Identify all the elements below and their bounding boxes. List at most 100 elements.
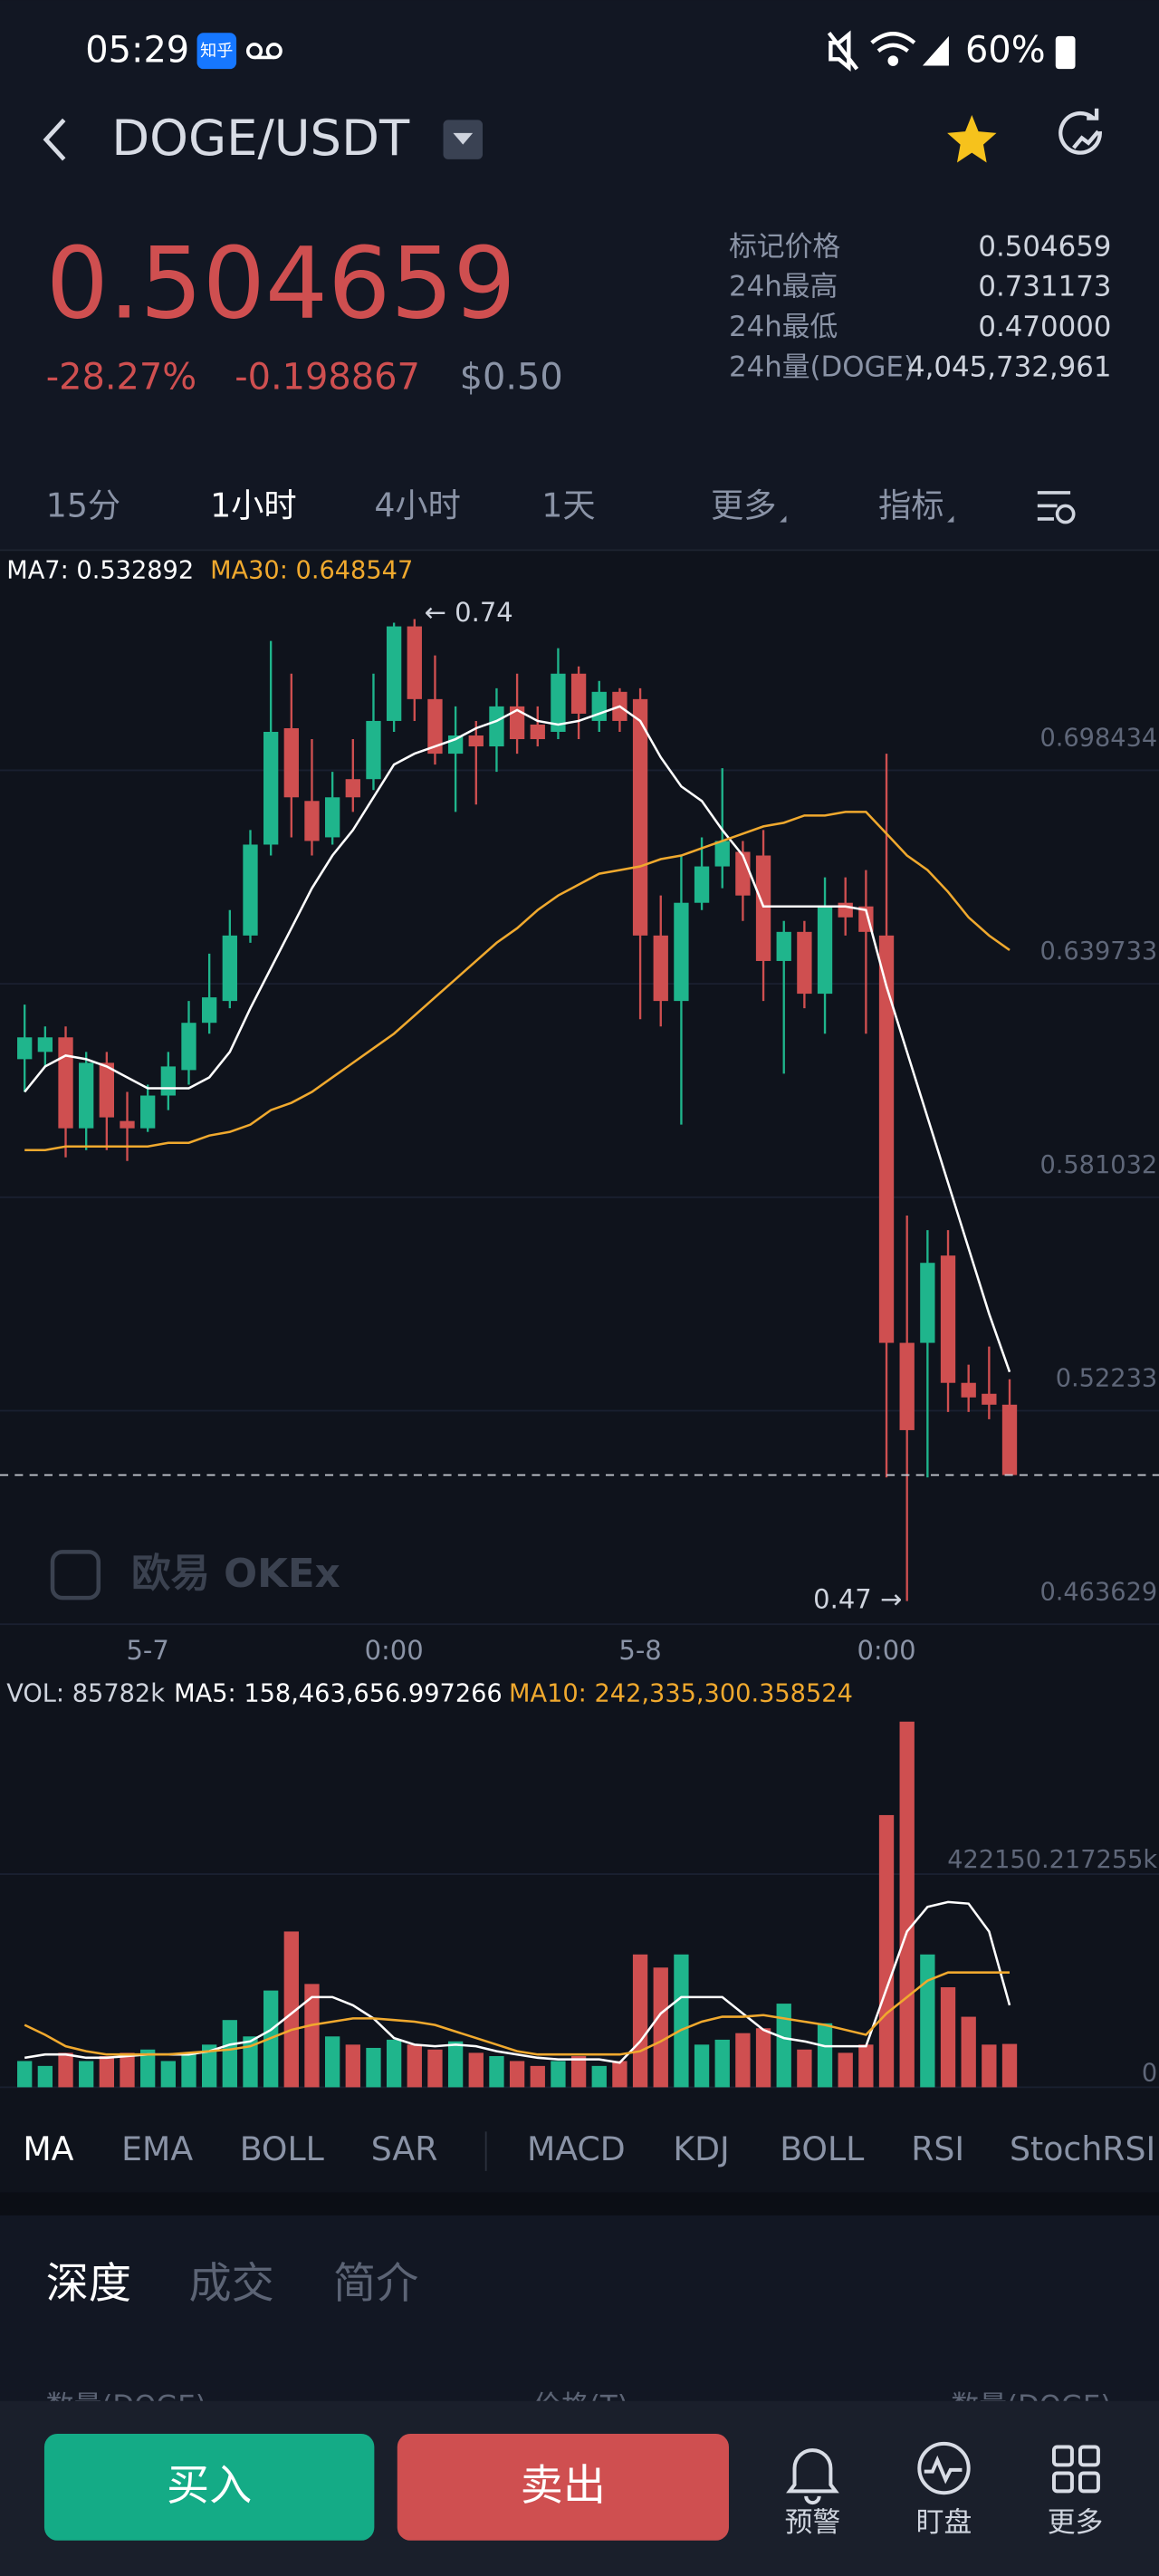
y-tick-label: 0.639733 xyxy=(1039,937,1157,966)
x-tick-label: 5-7 xyxy=(126,1635,168,1666)
volume-bar xyxy=(858,2044,874,2088)
pair-title[interactable]: DOGE/USDT xyxy=(111,110,410,167)
battery-text: 60% xyxy=(965,30,1046,72)
candle-body xyxy=(776,931,791,961)
watermark-logo xyxy=(50,1550,101,1600)
share-button[interactable] xyxy=(1058,108,1102,155)
indicator-tab[interactable]: MACD xyxy=(527,2129,626,2168)
indicator-tab[interactable]: KDJ xyxy=(673,2129,729,2168)
indicator-tab[interactable]: RSI xyxy=(911,2129,964,2168)
info-tab[interactable]: 简介 xyxy=(333,2259,418,2309)
legend-entry: MA30: 0.648547 xyxy=(210,556,413,584)
indicator-tab[interactable]: EMA xyxy=(121,2129,193,2168)
ma-line xyxy=(24,1971,1011,2056)
volume-bar xyxy=(160,2061,176,2088)
last-price: 0.504659 xyxy=(46,226,516,341)
volume-bar xyxy=(776,2004,791,2088)
section-gap xyxy=(0,2192,1159,2216)
interval-tab[interactable]: 15分 xyxy=(46,485,120,524)
stat-label: 24h量(DOGE) xyxy=(729,351,915,384)
candle-body xyxy=(17,1037,33,1060)
battery-icon xyxy=(1055,35,1076,70)
stat-value: 0.731173 xyxy=(978,271,1111,303)
candle-body xyxy=(324,797,340,838)
indicator-tab[interactable]: MA xyxy=(23,2129,73,2168)
interval-tab[interactable]: 1小时 xyxy=(210,485,297,524)
y-tick-label: 422150.217255k xyxy=(947,1846,1157,1874)
candle-body xyxy=(120,1120,135,1129)
x-tick-label: 0:00 xyxy=(857,1635,915,1666)
volume-bar xyxy=(982,2044,997,2088)
ma-line xyxy=(24,705,1011,1373)
stats: 标记价格 0.504659 24h最高 0.731173 24h最低 0.470000 24… xyxy=(729,230,1111,383)
volume-bar xyxy=(570,2056,587,2088)
buy-button[interactable] xyxy=(43,2433,375,2541)
y-tick-label: 0 xyxy=(1142,2059,1157,2087)
indicator-tab[interactable]: BOLL xyxy=(780,2129,864,2168)
alert-button[interactable] xyxy=(786,2448,839,2505)
candle-body xyxy=(304,801,320,841)
volume-bar xyxy=(283,1931,299,2088)
indicator-tab[interactable]: SAR xyxy=(371,2129,438,2168)
candle-body xyxy=(838,902,853,918)
candle-body xyxy=(653,935,668,1002)
candle-body xyxy=(243,844,258,936)
watch-button[interactable] xyxy=(917,2441,971,2495)
back-button[interactable] xyxy=(43,118,66,161)
interval-tab[interactable]: 1天 xyxy=(541,485,595,524)
volume-bar xyxy=(468,2052,484,2088)
volume-bar xyxy=(58,2052,73,2088)
volume-bar xyxy=(714,2039,730,2088)
info-tab[interactable]: 成交 xyxy=(188,2259,273,2309)
signal-icon xyxy=(922,35,949,66)
volume-bar xyxy=(17,2061,33,2088)
candle-body xyxy=(632,698,648,936)
candle-body xyxy=(755,855,771,961)
candle-body xyxy=(530,724,545,740)
sell-label: 卖出 xyxy=(521,2461,606,2511)
interval-tab[interactable]: 4小时 xyxy=(374,485,461,524)
volume-bar xyxy=(838,2052,853,2088)
interval-tab[interactable]: 指标 xyxy=(878,485,944,524)
volume-bar xyxy=(653,1967,668,2088)
indicator-tab[interactable]: StochRSI xyxy=(1010,2129,1155,2168)
chart-background xyxy=(0,550,1159,2193)
x-tick-label: 0:00 xyxy=(365,1635,424,1666)
sell-button[interactable] xyxy=(397,2433,729,2541)
volume-bar xyxy=(509,2061,525,2088)
candle-body xyxy=(817,906,833,995)
stat-value: 0.470000 xyxy=(978,311,1111,343)
volume-bar xyxy=(202,2044,217,2088)
high-annotation: ← 0.74 xyxy=(425,597,513,628)
candle-body xyxy=(79,1062,94,1129)
candle-body xyxy=(366,720,381,780)
interval-tab[interactable]: 更多 xyxy=(711,485,777,524)
volume-title: VOL: 85782k xyxy=(6,1680,165,1708)
watermark: 欧易 OKEx xyxy=(131,1552,340,1597)
indicator-tab[interactable]: BOLL xyxy=(240,2129,324,2168)
candle-body xyxy=(427,698,443,755)
candle-body xyxy=(181,1023,196,1071)
more-button[interactable] xyxy=(1051,2445,1100,2494)
candle-body xyxy=(202,997,217,1024)
volume-bar xyxy=(961,2016,976,2088)
candle-body xyxy=(940,1255,956,1383)
change-percent: -28.27% xyxy=(46,356,196,398)
volume-bar xyxy=(120,2052,135,2088)
volume-bar xyxy=(899,1721,915,2088)
candle-body xyxy=(489,706,504,747)
candle-body xyxy=(920,1263,935,1343)
chart-settings[interactable] xyxy=(1037,491,1076,524)
volume-bar xyxy=(612,2061,627,2088)
volume-bar xyxy=(489,2056,504,2088)
candle-body xyxy=(407,626,422,699)
info-tab[interactable]: 深度 xyxy=(46,2259,131,2309)
favorite-star[interactable] xyxy=(947,114,997,163)
volume-bar xyxy=(920,1954,935,2088)
candle-body xyxy=(99,1062,115,1118)
stat-label: 标记价格 xyxy=(729,230,840,263)
volume-bar xyxy=(79,2061,94,2088)
tab-corner xyxy=(947,515,954,523)
stat-value: 4,045,732,961 xyxy=(907,351,1111,384)
dropdown-arrow xyxy=(453,132,474,145)
